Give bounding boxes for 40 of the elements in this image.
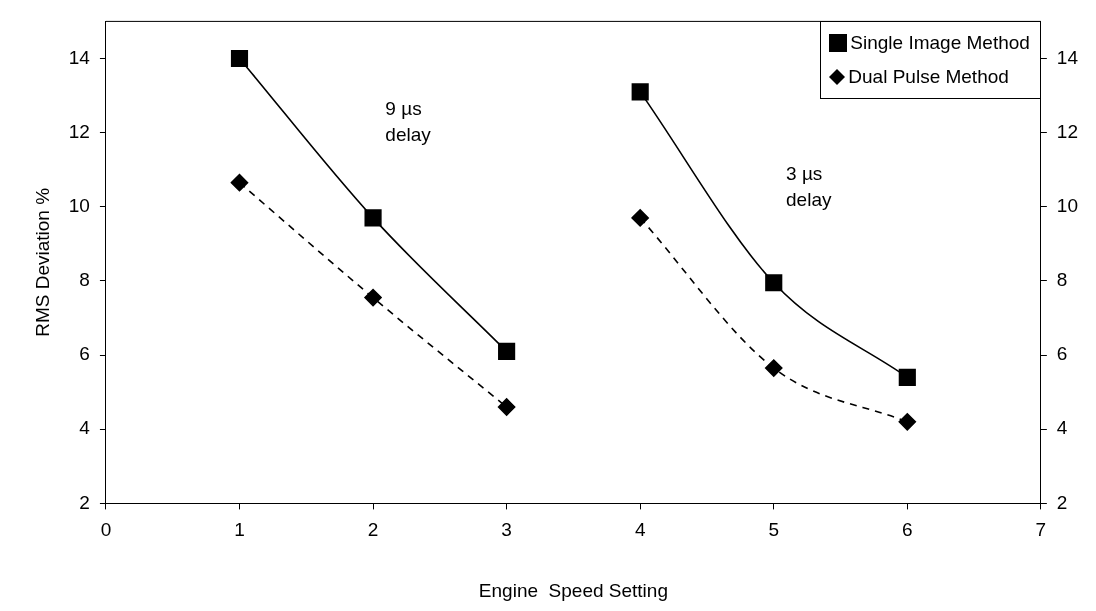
point [631, 209, 649, 227]
y-tick-label: 12 [68, 120, 90, 142]
y2-tick-label: 4 [1056, 417, 1068, 439]
point [498, 342, 516, 360]
y-tick-label: 2 [79, 491, 90, 513]
x-tick-label: 2 [367, 519, 379, 541]
y2-tick-label: 12 [1056, 120, 1079, 142]
x-tick-label: 5 [768, 519, 780, 541]
point [765, 274, 783, 292]
y-axis-title: RMS Deviation % [31, 187, 53, 337]
x-tick-label: 1 [234, 519, 245, 541]
y-tick-label: 4 [79, 417, 91, 439]
point [764, 359, 783, 377]
y2-tick-label: 8 [1056, 269, 1068, 291]
y2-tick-label: 14 [1056, 46, 1079, 68]
point [230, 49, 249, 68]
point [364, 288, 382, 307]
x-axis-title: Engine Speed Setting [478, 579, 668, 601]
x-tick-label: 0 [100, 519, 112, 541]
x-tick-label: 6 [902, 519, 913, 541]
point [364, 209, 382, 227]
legend-label: Single Image Method [850, 32, 1030, 55]
y-tick-label: 14 [68, 46, 91, 68]
x-tick-label: 4 [634, 519, 646, 541]
point [631, 83, 649, 101]
annotation: 9 µs delay [385, 98, 432, 146]
point [898, 368, 916, 386]
y-tick-label: 6 [79, 343, 90, 365]
annotation: 3 µs delay [786, 163, 832, 211]
point [898, 413, 917, 431]
y2-tick-label: 6 [1056, 343, 1068, 365]
x-tick-label: 7 [1035, 519, 1047, 541]
y-tick-label: 10 [68, 195, 90, 217]
x-tick-label: 3 [501, 519, 512, 541]
legend-label: Dual Pulse Method [848, 66, 1009, 89]
point [230, 173, 249, 192]
point [497, 398, 516, 416]
y-tick-label: 8 [79, 269, 90, 291]
y2-tick-label: 10 [1056, 195, 1079, 217]
y2-tick-label: 2 [1056, 491, 1068, 513]
